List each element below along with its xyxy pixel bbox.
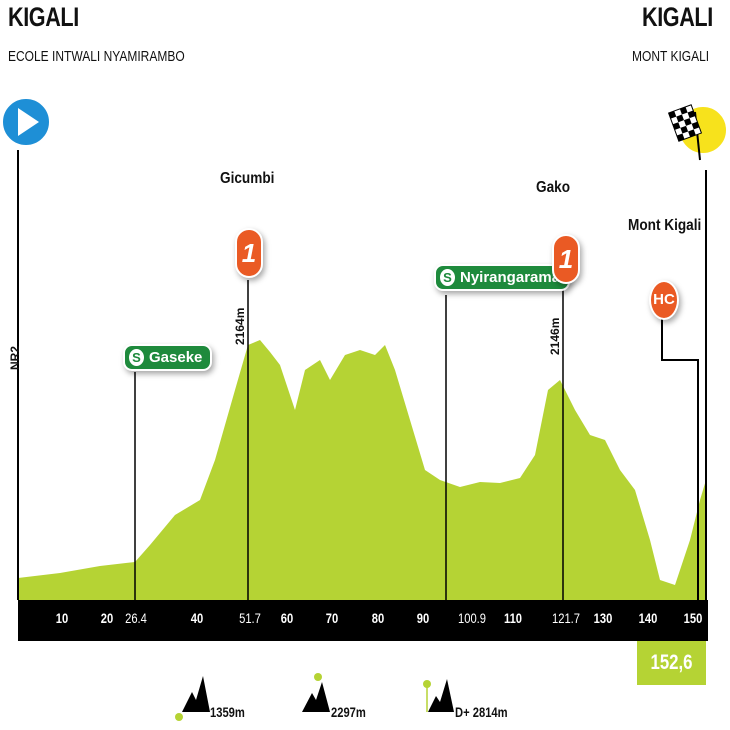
finish-venue: MONT KIGALI xyxy=(632,48,710,65)
climb-category-badge: 1 xyxy=(552,234,580,284)
checkered-flag-icon xyxy=(667,104,703,161)
axis-tick-label: 110 xyxy=(503,610,522,626)
max-altitude-icon xyxy=(302,673,330,712)
climb-name-mont-kigali: Mont Kigali xyxy=(628,217,702,234)
climb-category-badge: 1 xyxy=(235,228,263,278)
start-venue: ECOLE INTWALI NYAMIRAMBO xyxy=(8,48,185,65)
climb-altitude-gicumbi: 2164m xyxy=(233,307,247,345)
axis-tick-label: 40 xyxy=(191,610,204,626)
axis-tick-label: 26.4 xyxy=(125,610,147,626)
start-road-label: NR2 xyxy=(8,345,22,370)
axis-tick-label: 10 xyxy=(55,610,69,626)
total-distance: 152,6 km xyxy=(637,641,706,718)
total-distance-label: 152,6 km xyxy=(650,651,693,718)
axis-tick-label: 121.7 xyxy=(551,610,580,626)
finish-city: KIGALI xyxy=(642,2,713,32)
axis-tick-label: 90 xyxy=(416,610,429,626)
sprint-icon: S xyxy=(440,269,455,286)
axis-tick-label: 140 xyxy=(638,610,658,626)
legend-min-altitude: 1359m xyxy=(210,704,245,720)
axis-tick-label: 80 xyxy=(371,610,384,626)
sprint-gaseke: S Gaseke xyxy=(123,344,213,371)
legend-elevation-gain: D+ 2814m xyxy=(455,704,508,720)
play-icon xyxy=(18,108,39,136)
axis-bar xyxy=(18,600,708,641)
climb-category-badge: HC xyxy=(649,280,679,320)
climb-name-gako: Gako xyxy=(536,179,571,196)
legend-max-altitude: 2297m xyxy=(331,704,366,720)
sprint-name: Gaseke xyxy=(149,349,203,366)
sprint-name: Nyirangarama xyxy=(460,269,561,286)
sprint-icon: S xyxy=(129,349,144,366)
climb-name-gicumbi: Gicumbi xyxy=(220,170,275,187)
climb-altitude-gako: 2146m xyxy=(548,317,562,355)
elevation-profile xyxy=(18,340,706,600)
elevation-gain-icon xyxy=(423,679,454,712)
axis-tick-label: 130 xyxy=(593,610,613,626)
climb-line-mont-kigali xyxy=(661,318,699,600)
start-city: KIGALI xyxy=(8,2,79,32)
axis-tick-label: 70 xyxy=(326,610,339,626)
axis-tick-label: 60 xyxy=(281,610,294,626)
min-altitude-icon xyxy=(175,676,210,721)
axis-tick-label: 150 xyxy=(683,610,703,626)
axis-tick-label: 51.7 xyxy=(239,610,261,626)
sprint-nyirangarama: S Nyirangarama xyxy=(434,264,571,291)
axis-tick-label: 100.9 xyxy=(457,610,486,626)
axis-tick-label: 20 xyxy=(100,610,114,626)
